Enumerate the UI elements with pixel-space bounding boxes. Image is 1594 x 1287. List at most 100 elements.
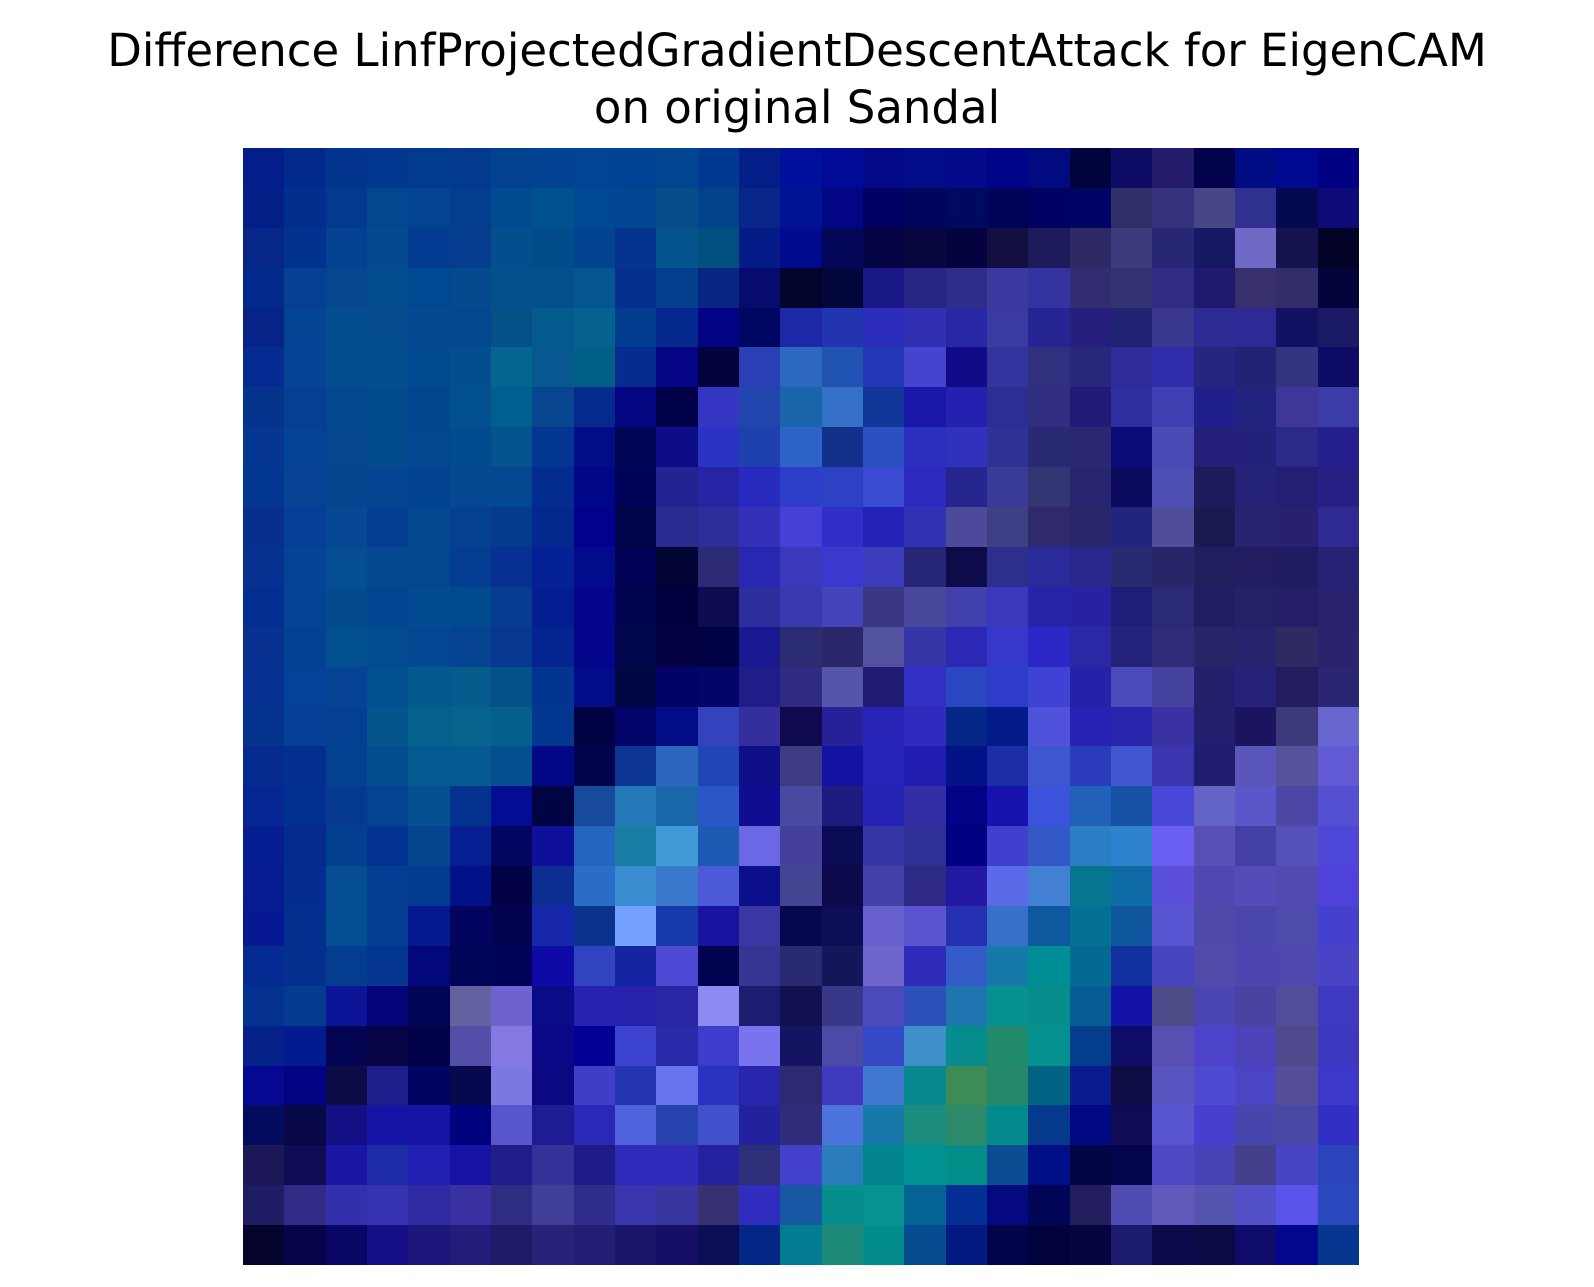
heatmap-cell bbox=[615, 826, 657, 867]
heatmap-cell bbox=[1152, 467, 1195, 508]
heatmap-cell bbox=[450, 1225, 492, 1265]
heatmap-cell bbox=[822, 1145, 864, 1186]
heatmap-cell bbox=[822, 308, 864, 348]
heatmap-cell bbox=[904, 826, 947, 867]
heatmap-cell bbox=[1276, 1066, 1319, 1106]
heatmap-cell bbox=[450, 707, 492, 747]
heatmap-cell bbox=[532, 547, 575, 588]
heatmap-cell bbox=[863, 268, 905, 309]
heatmap-cell bbox=[243, 1105, 285, 1146]
heatmap-cell bbox=[284, 587, 327, 628]
heatmap-cell bbox=[1235, 826, 1277, 867]
heatmap-cell bbox=[615, 1225, 657, 1265]
heatmap-cell bbox=[367, 308, 409, 348]
heatmap-cell bbox=[1194, 308, 1236, 348]
heatmap-cell bbox=[1276, 1026, 1319, 1067]
heatmap-cell bbox=[1028, 1225, 1071, 1265]
heatmap-cell bbox=[1235, 387, 1277, 428]
heatmap-cell bbox=[863, 866, 905, 907]
heatmap-cell bbox=[1028, 1185, 1071, 1226]
heatmap-cell bbox=[904, 866, 947, 907]
heatmap-cell bbox=[1028, 826, 1071, 867]
heatmap-cell bbox=[1152, 746, 1195, 787]
heatmap-cell bbox=[1070, 946, 1112, 987]
heatmap-cell bbox=[946, 707, 988, 747]
heatmap-cell bbox=[1070, 228, 1112, 269]
heatmap-cell bbox=[1152, 148, 1195, 189]
heatmap-cell bbox=[367, 986, 409, 1027]
heatmap-cell bbox=[1111, 986, 1153, 1027]
heatmap-cell bbox=[367, 826, 409, 867]
heatmap-cell bbox=[326, 387, 368, 428]
heatmap-cell bbox=[739, 786, 781, 827]
heatmap-cell bbox=[243, 1225, 285, 1265]
heatmap-cell bbox=[615, 587, 657, 628]
heatmap-cell bbox=[408, 906, 451, 947]
heatmap-cell bbox=[243, 627, 285, 668]
heatmap-cell bbox=[863, 1105, 905, 1146]
heatmap-cell bbox=[1152, 308, 1195, 348]
heatmap-cell bbox=[615, 786, 657, 827]
heatmap-cell bbox=[532, 946, 575, 987]
heatmap-cell bbox=[284, 188, 327, 229]
heatmap-cell bbox=[532, 148, 575, 189]
heatmap-cell bbox=[822, 467, 864, 508]
heatmap-cell bbox=[574, 667, 616, 708]
heatmap-cell bbox=[491, 786, 533, 827]
heatmap-cell bbox=[987, 427, 1029, 468]
heatmap-cell bbox=[532, 507, 575, 548]
heatmap-cell bbox=[987, 906, 1029, 947]
heatmap-cell bbox=[780, 228, 823, 269]
heatmap-cell bbox=[904, 906, 947, 947]
heatmap-cell bbox=[656, 387, 699, 428]
heatmap-cell bbox=[491, 547, 533, 588]
heatmap-cell bbox=[1194, 1066, 1236, 1106]
heatmap-cell bbox=[450, 786, 492, 827]
heatmap-cell bbox=[780, 347, 823, 388]
heatmap-cell bbox=[1111, 347, 1153, 388]
heatmap-cell bbox=[1152, 826, 1195, 867]
heatmap-cell bbox=[1070, 507, 1112, 548]
heatmap-cell bbox=[532, 746, 575, 787]
heatmap-cell bbox=[987, 986, 1029, 1027]
heatmap-cell bbox=[326, 228, 368, 269]
heatmap-cell bbox=[780, 268, 823, 309]
heatmap-cell bbox=[987, 1225, 1029, 1265]
heatmap-cell bbox=[1318, 188, 1359, 229]
heatmap-cell bbox=[987, 547, 1029, 588]
heatmap-cell bbox=[656, 1026, 699, 1067]
heatmap-cell bbox=[1276, 786, 1319, 827]
heatmap-cell bbox=[822, 667, 864, 708]
heatmap-cell bbox=[1235, 707, 1277, 747]
heatmap-cell bbox=[615, 707, 657, 747]
heatmap-cell bbox=[946, 188, 988, 229]
heatmap-cell bbox=[1235, 1066, 1277, 1106]
heatmap-cell bbox=[780, 308, 823, 348]
heatmap-cell bbox=[822, 1105, 864, 1146]
heatmap-cell bbox=[656, 746, 699, 787]
heatmap-cell bbox=[326, 1225, 368, 1265]
heatmap-cell bbox=[863, 188, 905, 229]
heatmap-cell bbox=[780, 427, 823, 468]
heatmap-cell bbox=[408, 1066, 451, 1106]
heatmap-cell bbox=[367, 746, 409, 787]
heatmap-cell bbox=[1276, 1145, 1319, 1186]
heatmap-cell bbox=[656, 906, 699, 947]
heatmap-cell bbox=[739, 1145, 781, 1186]
heatmap-cell bbox=[1152, 866, 1195, 907]
heatmap-cell bbox=[574, 547, 616, 588]
heatmap-cell bbox=[326, 667, 368, 708]
heatmap-cell bbox=[615, 1105, 657, 1146]
heatmap-cell bbox=[284, 347, 327, 388]
heatmap-cell bbox=[1235, 347, 1277, 388]
heatmap-cell bbox=[1152, 347, 1195, 388]
chart-title-line-2: on original Sandal bbox=[593, 81, 1001, 134]
heatmap-cell bbox=[243, 1145, 285, 1186]
heatmap-cell bbox=[946, 427, 988, 468]
heatmap-cell bbox=[904, 308, 947, 348]
heatmap-cell bbox=[326, 347, 368, 388]
heatmap-cell bbox=[863, 1066, 905, 1106]
heatmap-cell bbox=[656, 1105, 699, 1146]
heatmap-cell bbox=[532, 1026, 575, 1067]
heatmap-cell bbox=[326, 188, 368, 229]
